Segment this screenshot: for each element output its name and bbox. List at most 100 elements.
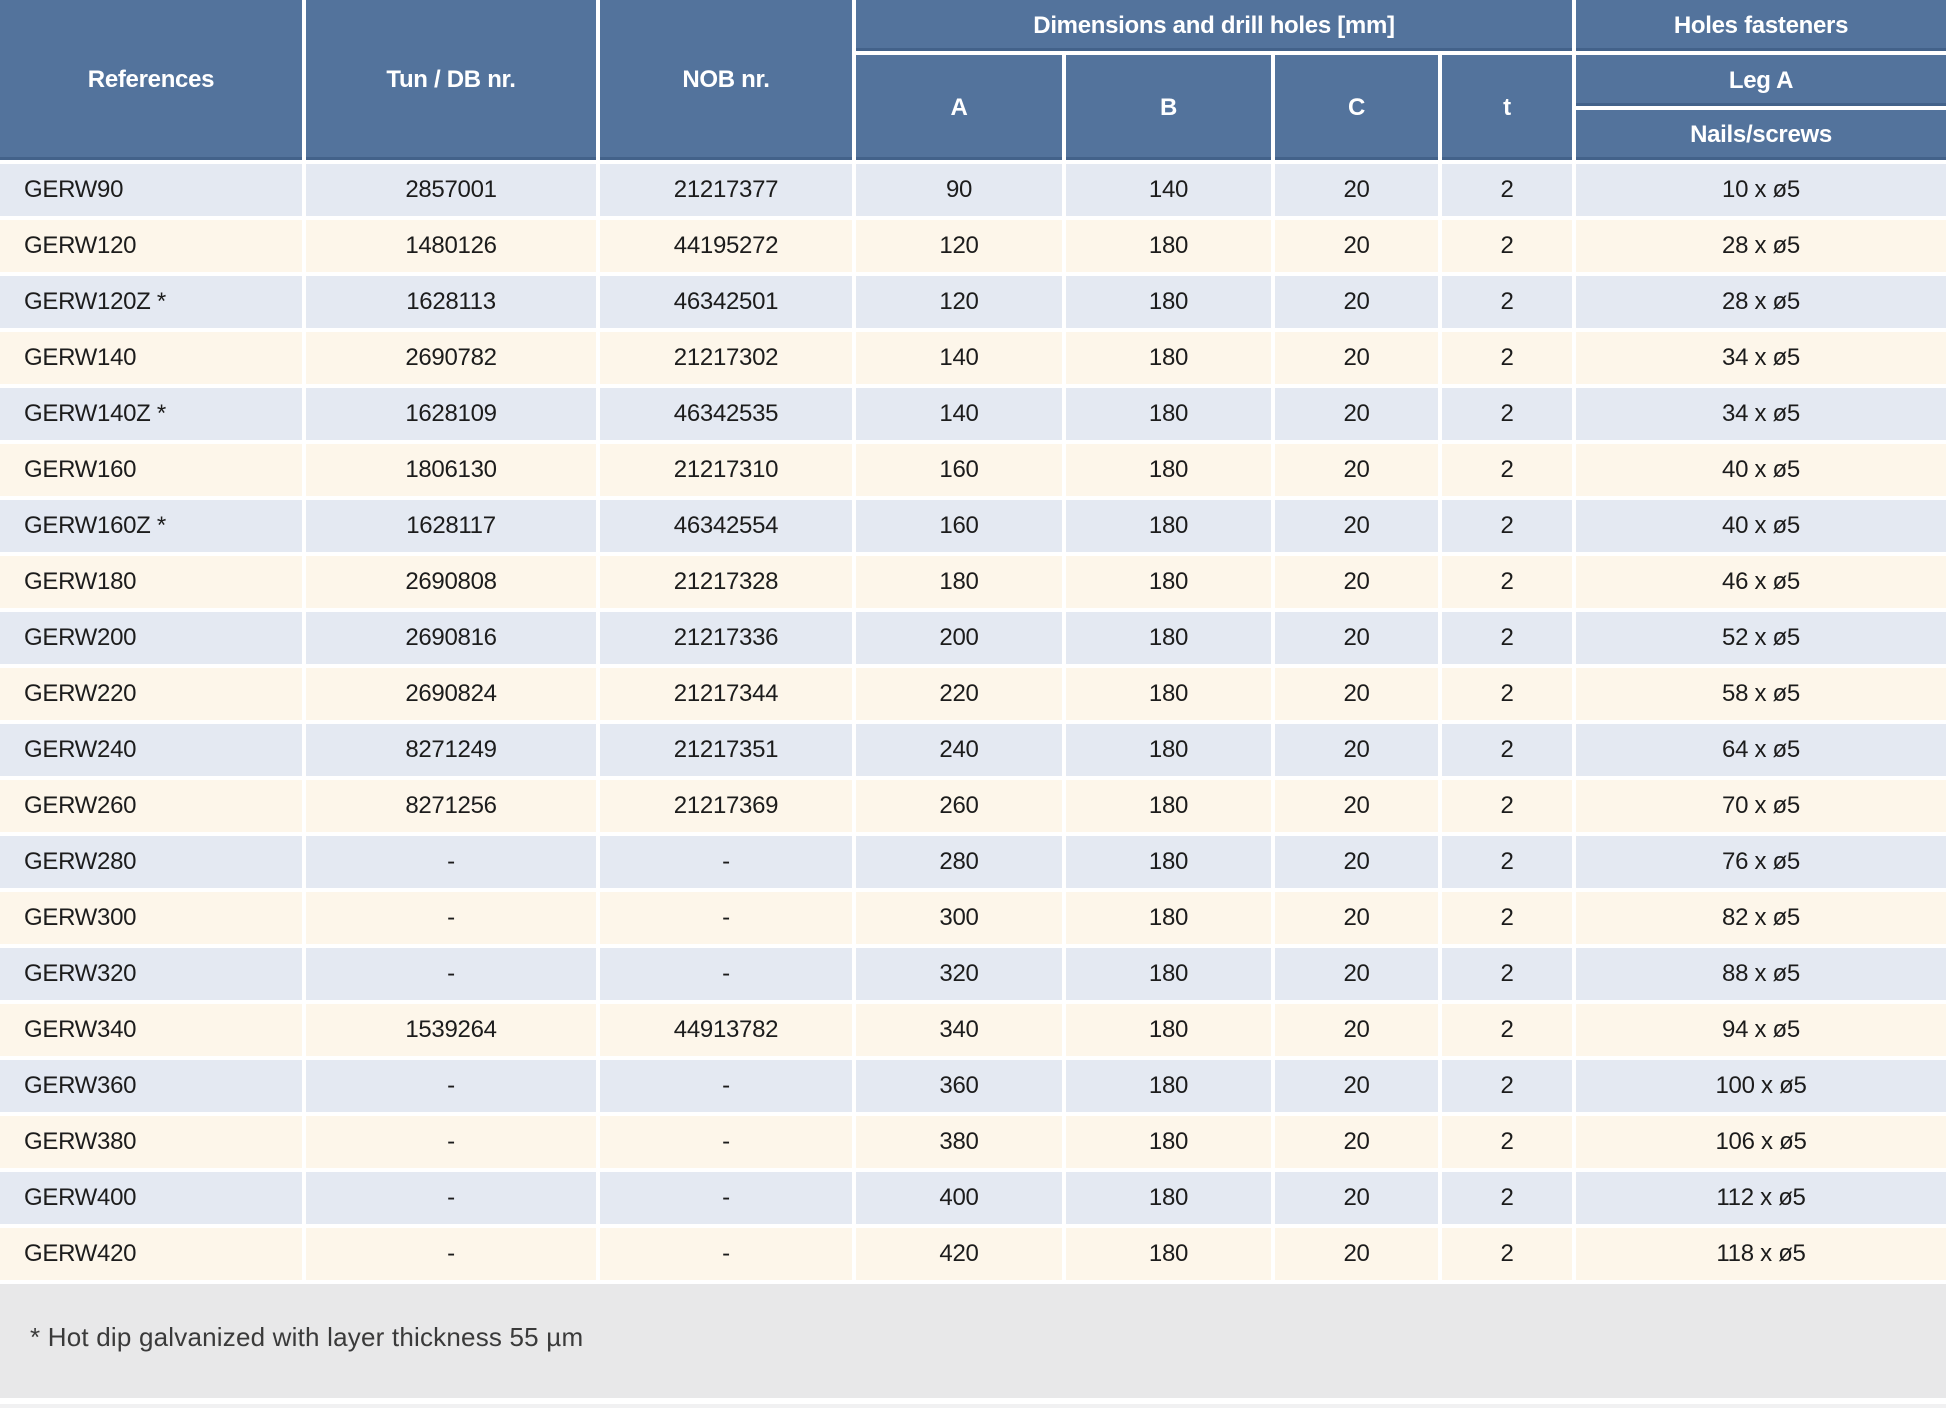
cell-c: 20 [1275,556,1442,612]
cell-t: 2 [1442,388,1576,444]
cell-c: 20 [1275,276,1442,332]
cell-a: 160 [856,500,1066,556]
cell-t: 2 [1442,948,1576,1004]
cell-c: 20 [1275,164,1442,220]
cell-c: 20 [1275,1228,1442,1284]
col-header-tun-db: Tun / DB nr. [306,0,600,164]
cell-b: 180 [1066,500,1275,556]
cell-tun-db: - [306,948,600,1004]
cell-b: 180 [1066,668,1275,724]
table-row: GERW220 2690824 21217344 220 180 20 2 58… [0,668,1946,724]
cell-t: 2 [1442,164,1576,220]
cell-a: 90 [856,164,1066,220]
cell-tun-db: 1628109 [306,388,600,444]
cell-c: 20 [1275,724,1442,780]
cell-tun-db: 2857001 [306,164,600,220]
table-row: GERW280 - - 280 180 20 2 76 x ø5 [0,836,1946,892]
cell-nails: 112 x ø5 [1576,1172,1946,1228]
table-row: GERW320 - - 320 180 20 2 88 x ø5 [0,948,1946,1004]
cell-b: 180 [1066,724,1275,780]
col-header-nails-screws: Nails/screws [1576,110,1946,164]
cell-c: 20 [1275,612,1442,668]
cell-tun-db: 8271249 [306,724,600,780]
cell-tun-db: 2690816 [306,612,600,668]
cell-reference: GERW420 [0,1228,306,1284]
col-header-a: A [856,55,1066,164]
cell-b: 180 [1066,1060,1275,1116]
cell-c: 20 [1275,1172,1442,1228]
cell-nob: 44195272 [600,220,856,276]
table-row: GERW180 2690808 21217328 180 180 20 2 46… [0,556,1946,612]
cell-reference: GERW260 [0,780,306,836]
cell-a: 120 [856,220,1066,276]
cell-c: 20 [1275,836,1442,892]
cell-t: 2 [1442,668,1576,724]
col-header-t: t [1442,55,1576,164]
cell-b: 180 [1066,220,1275,276]
table-row: GERW360 - - 360 180 20 2 100 x ø5 [0,1060,1946,1116]
cell-nails: 10 x ø5 [1576,164,1946,220]
table-row: GERW140Z * 1628109 46342535 140 180 20 2… [0,388,1946,444]
cell-nob: - [600,1228,856,1284]
table-row: GERW240 8271249 21217351 240 180 20 2 64… [0,724,1946,780]
cell-c: 20 [1275,444,1442,500]
cell-tun-db: - [306,1060,600,1116]
cell-a: 300 [856,892,1066,948]
cell-b: 180 [1066,948,1275,1004]
gap-strip [0,1398,1946,1404]
cell-c: 20 [1275,220,1442,276]
cell-b: 180 [1066,444,1275,500]
cell-nails: 106 x ø5 [1576,1116,1946,1172]
cell-nob: - [600,1116,856,1172]
cell-b: 180 [1066,612,1275,668]
cell-a: 280 [856,836,1066,892]
cell-b: 180 [1066,388,1275,444]
table-body: GERW90 2857001 21217377 90 140 20 2 10 x… [0,164,1946,1284]
col-header-nob: NOB nr. [600,0,856,164]
cell-reference: GERW140Z * [0,388,306,444]
cell-nob: - [600,948,856,1004]
cell-tun-db: - [306,1228,600,1284]
cell-nails: 40 x ø5 [1576,444,1946,500]
cell-a: 120 [856,276,1066,332]
col-header-leg-a: Leg A [1576,55,1946,110]
table-row: GERW400 - - 400 180 20 2 112 x ø5 [0,1172,1946,1228]
cell-c: 20 [1275,1116,1442,1172]
cell-reference: GERW280 [0,836,306,892]
cell-c: 20 [1275,388,1442,444]
cell-b: 180 [1066,1004,1275,1060]
cell-reference: GERW360 [0,1060,306,1116]
col-header-b: B [1066,55,1275,164]
cell-nails: 58 x ø5 [1576,668,1946,724]
cell-nob: 46342501 [600,276,856,332]
cell-nob: 21217344 [600,668,856,724]
cell-tun-db: 8271256 [306,780,600,836]
cell-reference: GERW220 [0,668,306,724]
table-row: GERW140 2690782 21217302 140 180 20 2 34… [0,332,1946,388]
cell-nob: 21217336 [600,612,856,668]
table-row: GERW160 1806130 21217310 160 180 20 2 40… [0,444,1946,500]
table-row: GERW120Z * 1628113 46342501 120 180 20 2… [0,276,1946,332]
cell-nob: 44913782 [600,1004,856,1060]
cell-t: 2 [1442,444,1576,500]
cell-a: 180 [856,556,1066,612]
cell-nob: 21217302 [600,332,856,388]
cell-reference: GERW160Z * [0,500,306,556]
cell-reference: GERW380 [0,1116,306,1172]
cell-reference: GERW300 [0,892,306,948]
table-row: GERW420 - - 420 180 20 2 118 x ø5 [0,1228,1946,1284]
cell-a: 220 [856,668,1066,724]
cell-b: 180 [1066,556,1275,612]
cell-reference: GERW90 [0,164,306,220]
table-row: GERW380 - - 380 180 20 2 106 x ø5 [0,1116,1946,1172]
table-row: GERW340 1539264 44913782 340 180 20 2 94… [0,1004,1946,1060]
cell-a: 360 [856,1060,1066,1116]
cell-reference: GERW340 [0,1004,306,1060]
cell-t: 2 [1442,500,1576,556]
cell-reference: GERW120 [0,220,306,276]
cell-nails: 118 x ø5 [1576,1228,1946,1284]
col-header-references: References [0,0,306,164]
cell-a: 400 [856,1172,1066,1228]
cell-nob: 46342554 [600,500,856,556]
cell-tun-db: - [306,1172,600,1228]
